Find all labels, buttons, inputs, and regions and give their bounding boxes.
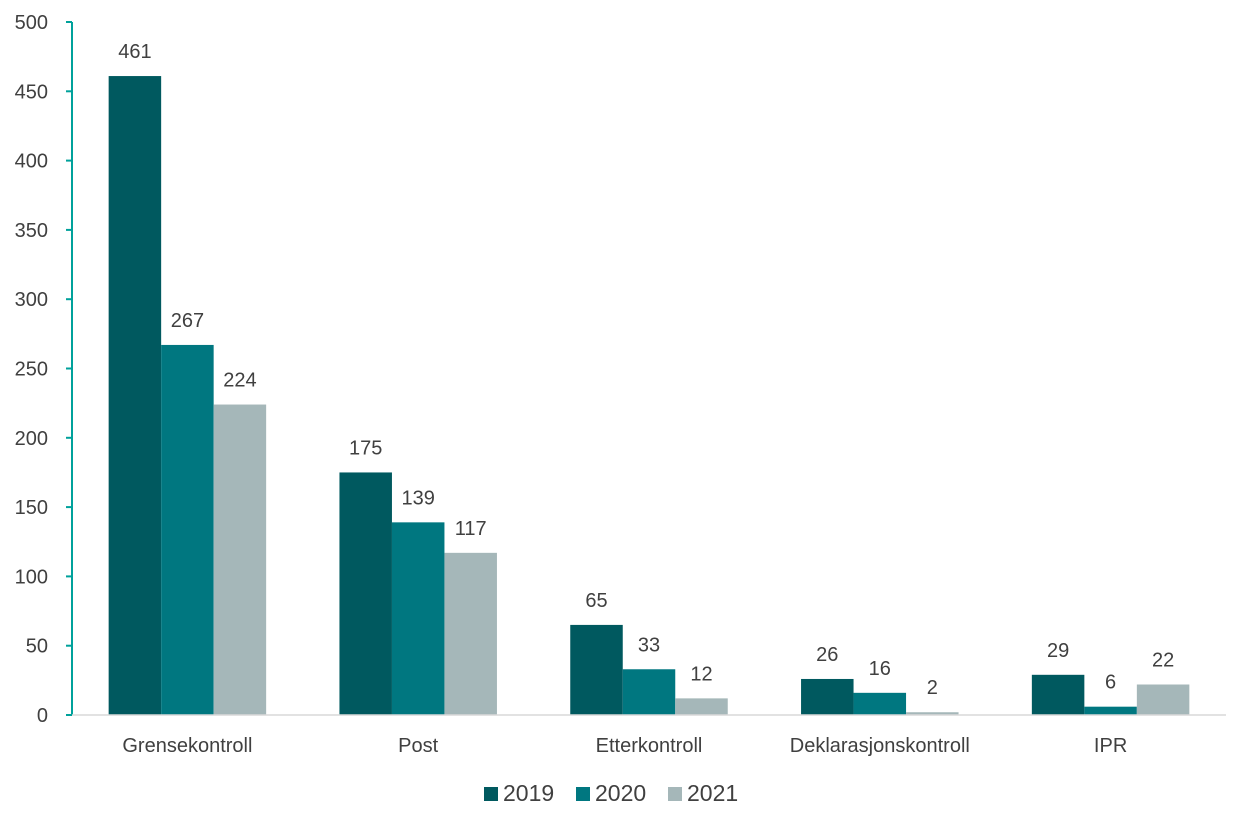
data-label: 2 [927, 677, 938, 699]
legend: 2019 2020 2021 [484, 780, 738, 806]
bar [391, 522, 445, 715]
bar [1031, 674, 1085, 715]
bar [853, 692, 907, 715]
data-label: 175 [349, 437, 382, 459]
y-tick-label: 450 [15, 81, 48, 103]
data-label: 267 [171, 310, 204, 332]
legend-label: 2020 [595, 780, 646, 806]
data-label: 33 [638, 634, 660, 656]
x-category-label: Grensekontroll [122, 735, 252, 757]
bar [1084, 706, 1137, 715]
bars-group [108, 76, 1190, 715]
y-tick-label: 200 [15, 428, 48, 450]
bar [108, 76, 162, 715]
bar [622, 669, 676, 715]
data-label: 117 [455, 518, 487, 540]
data-label: 6 [1105, 672, 1116, 694]
bar [675, 698, 728, 715]
y-tick-label: 250 [15, 359, 48, 381]
y-tick-label: 500 [15, 12, 48, 34]
y-tick-label: 0 [37, 705, 48, 727]
bar [1136, 684, 1190, 715]
y-tick-label: 300 [15, 289, 48, 311]
y-tick-label: 50 [26, 636, 48, 658]
bar [339, 472, 392, 715]
data-label: 26 [816, 644, 838, 666]
legend-swatch [484, 787, 498, 801]
legend-label: 2019 [503, 780, 554, 806]
data-labels-group: 461 267 224 175 139 117 65 33 12 26 16 2 29 6 22 [118, 41, 1174, 699]
legend-swatch [668, 787, 682, 801]
y-axis-ticks: 0 50 100 150 200 250 300 350 400 450 500 [15, 12, 72, 727]
y-tick-label: 150 [15, 497, 48, 519]
bar [906, 712, 959, 715]
x-category-label: IPR [1094, 735, 1127, 757]
bar [570, 624, 623, 715]
data-label: 139 [402, 487, 435, 509]
y-tick-label: 100 [15, 566, 48, 588]
bar [801, 678, 854, 715]
data-label: 22 [1152, 650, 1174, 672]
data-label: 461 [118, 41, 151, 63]
x-category-label: Post [398, 735, 438, 757]
x-category-label: Etterkontroll [596, 735, 703, 757]
y-tick-label: 350 [15, 220, 48, 242]
y-tick-label: 400 [15, 151, 48, 173]
legend-label: 2021 [687, 780, 738, 806]
bar [444, 552, 497, 715]
data-label: 224 [223, 370, 256, 392]
x-axis-labels: Grensekontroll Post Etterkontroll Deklarasj… [122, 735, 1127, 757]
data-label: 29 [1047, 640, 1069, 662]
data-label: 65 [585, 590, 607, 612]
bar [161, 344, 214, 715]
legend-swatch [576, 787, 590, 801]
x-category-label: Deklarasjonskontroll [790, 735, 970, 757]
data-label: 16 [869, 658, 891, 680]
bar [213, 404, 267, 715]
data-label: 12 [690, 663, 712, 685]
